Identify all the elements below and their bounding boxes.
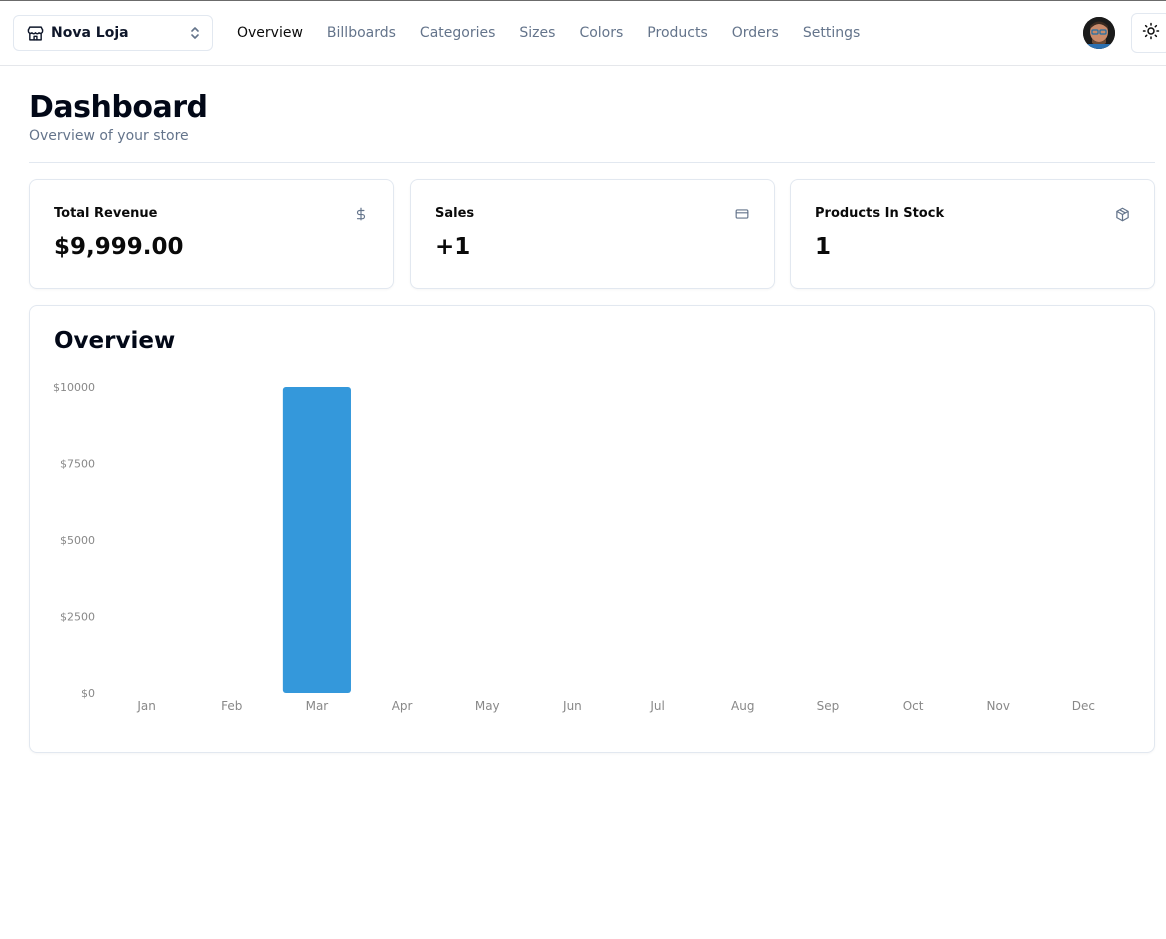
products-in-stock-card: Products In Stock 1: [790, 179, 1155, 289]
x-tick-label: Jan: [136, 699, 156, 713]
x-tick-label: Nov: [987, 699, 1010, 713]
revenue-bar-chart: $0 $2500 $5000 $7500 $10000 Jan Feb Mar Apr May Ju…: [53, 381, 1095, 713]
nav-link-colors[interactable]: Colors: [579, 25, 624, 41]
page-title: Dashboard: [29, 90, 208, 125]
y-tick-label: $10000: [53, 381, 95, 394]
main-nav: Overview Billboards Categories Sizes Col…: [237, 23, 860, 43]
nav-link-categories[interactable]: Categories: [419, 25, 496, 41]
x-tick-label: Mar: [306, 699, 329, 713]
x-tick-label: Oct: [903, 699, 924, 713]
dollar-sign-icon: [353, 206, 369, 222]
stat-value: +1: [435, 234, 471, 260]
page-subtitle: Overview of your store: [29, 128, 189, 144]
overview-chart-card: Overview $0 $2500 $5000 $7500 $10000 Jan Feb Ma…: [29, 305, 1155, 753]
sales-card: Sales +1: [410, 179, 775, 289]
nav-link-products[interactable]: Products: [647, 25, 708, 41]
x-tick-label: Apr: [392, 699, 413, 713]
credit-card-icon: [734, 206, 750, 222]
stat-title: Products In Stock: [815, 206, 945, 221]
y-tick-label: $5000: [60, 534, 95, 547]
x-tick-label: Jul: [649, 699, 664, 713]
nav-link-overview[interactable]: Overview: [237, 25, 303, 41]
x-tick-label: Feb: [221, 699, 242, 713]
x-tick-label: Sep: [817, 699, 840, 713]
top-navbar: Nova Loja Overview Billboards Categories…: [0, 1, 1166, 66]
page-header: Dashboard Overview of your store: [29, 90, 208, 146]
nav-link-billboards[interactable]: Billboards: [326, 25, 396, 41]
window-top-border: [0, 0, 1166, 1]
header-separator: [29, 162, 1155, 163]
x-tick-label: Aug: [731, 699, 754, 713]
stat-value: 1: [815, 234, 832, 260]
x-tick-label: May: [475, 699, 500, 713]
x-tick-label: Dec: [1072, 699, 1095, 713]
store-switcher[interactable]: Nova Loja: [13, 15, 213, 51]
sun-icon: [1142, 22, 1160, 44]
chevrons-up-down-icon: [188, 26, 202, 40]
y-tick-label: $7500: [60, 458, 95, 471]
stat-title: Total Revenue: [54, 206, 158, 221]
stat-value: $9,999.00: [54, 234, 184, 260]
nav-link-settings[interactable]: Settings: [802, 25, 861, 41]
theme-toggle-button[interactable]: [1131, 13, 1166, 53]
store-name: Nova Loja: [51, 25, 129, 41]
store-icon: [26, 24, 44, 42]
package-icon: [1114, 206, 1130, 222]
user-avatar[interactable]: [1083, 17, 1115, 49]
total-revenue-card: Total Revenue $9,999.00: [29, 179, 394, 289]
y-tick-label: $0: [81, 687, 95, 700]
y-tick-label: $2500: [60, 611, 95, 624]
stat-title: Sales: [435, 206, 475, 221]
nav-link-orders[interactable]: Orders: [731, 25, 779, 41]
chart-title: Overview: [54, 328, 176, 354]
nav-link-sizes[interactable]: Sizes: [519, 25, 556, 41]
x-tick-label: Jun: [562, 699, 582, 713]
bar-mar[interactable]: [282, 387, 351, 693]
